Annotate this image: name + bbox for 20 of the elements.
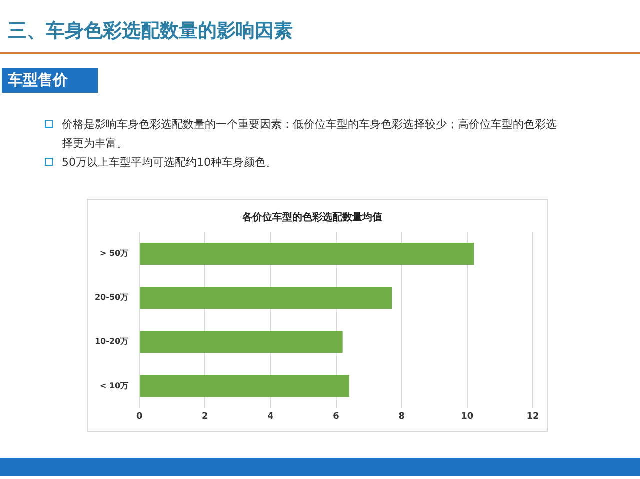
- x-tick-label: 12: [526, 412, 540, 422]
- chart-title: 各价位车型的色彩选配数量均值: [242, 212, 382, 224]
- bar: [140, 375, 350, 398]
- y-tick-label: 20-50万: [94, 293, 129, 302]
- x-tick-label: 2: [202, 412, 208, 422]
- text: 50万以上车型平均可选配约10种车身颜色。: [62, 156, 277, 169]
- y-tick-label: > 50万: [100, 249, 129, 258]
- bar: [140, 331, 343, 354]
- bar: [140, 287, 392, 310]
- chart-subtitle: 三、车身色彩选配数量的影响因素: [8, 19, 293, 44]
- bar: [140, 243, 474, 266]
- x-tick-label: 6: [333, 412, 340, 422]
- y-tick-label: < 10万: [100, 381, 129, 390]
- x-tick-label: 4: [268, 412, 274, 422]
- x-tick-label: 10: [461, 412, 474, 422]
- x-tick-label: 8: [398, 412, 405, 422]
- x-tick-label: 0: [136, 412, 143, 422]
- text: 车型售价: [2, 68, 98, 93]
- y-tick-label: 10-20万: [94, 337, 129, 346]
- text: 价格是影响车身色彩选配数量的一个重要因素：低价位车型的车身色彩选择较少；高价位车型的色彩选择更为丰富。: [62, 118, 557, 150]
